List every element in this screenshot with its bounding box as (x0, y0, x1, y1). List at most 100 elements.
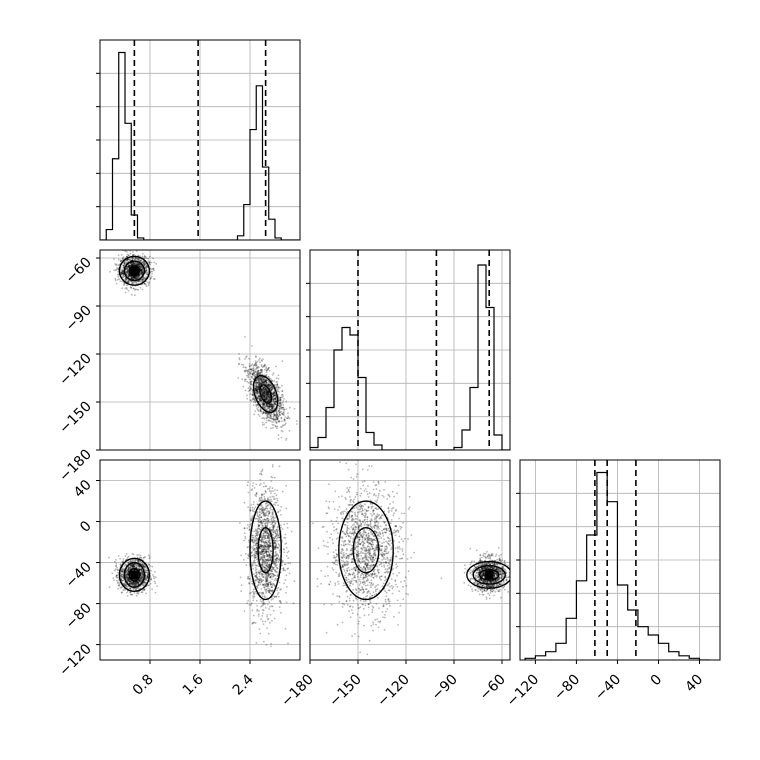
sample-point (275, 411, 278, 414)
sample-point (153, 269, 155, 272)
sample-point (134, 275, 137, 278)
sample-point (264, 525, 267, 527)
sample-point (259, 377, 261, 380)
sample-point (259, 558, 262, 560)
sample-point (131, 552, 134, 555)
sample-point (278, 544, 281, 547)
sample-point (129, 564, 132, 567)
sample-point (139, 266, 142, 268)
sample-point (121, 280, 123, 283)
sample-point (268, 386, 271, 389)
sample-point (279, 398, 281, 401)
sample-point (136, 556, 139, 559)
sample-point (268, 536, 271, 539)
sample-point (256, 381, 259, 384)
sample-point (274, 546, 277, 549)
sample-point (276, 587, 278, 590)
sample-point (267, 537, 269, 540)
sample-point (132, 262, 135, 264)
sample-point (266, 563, 268, 566)
sample-point (242, 558, 245, 561)
sample-point (268, 416, 270, 418)
sample-point (274, 564, 276, 567)
sample-point (267, 368, 269, 370)
sample-point (284, 563, 287, 566)
sample-point (118, 278, 120, 281)
sample-point (267, 407, 269, 409)
sample-point (135, 582, 138, 585)
sample-point (272, 516, 275, 519)
sample-point (264, 528, 267, 531)
sample-point (262, 506, 264, 509)
sample-point (260, 526, 263, 529)
sample-point (275, 553, 277, 556)
sample-point (143, 262, 146, 265)
sample-point (262, 556, 265, 559)
sample-point (116, 574, 118, 577)
sample-point (255, 393, 257, 395)
sample-point (259, 539, 262, 541)
sample-point (255, 576, 257, 579)
sample-point (255, 492, 258, 495)
sample-point (268, 400, 271, 402)
sample-point (257, 386, 260, 389)
sample-point (271, 513, 274, 516)
sample-point (259, 368, 262, 371)
sample-point (259, 508, 262, 510)
sample-point (260, 370, 263, 372)
sample-point (270, 389, 273, 392)
sample-point (270, 403, 272, 406)
sample-point (130, 581, 133, 584)
sample-point (250, 364, 253, 367)
sample-point (128, 266, 131, 269)
sample-point (265, 380, 267, 383)
sample-point (262, 391, 265, 393)
sample-point (133, 563, 136, 566)
sample-point (130, 275, 133, 278)
sample-point (144, 578, 147, 581)
sample-point (274, 523, 276, 526)
sample-point (268, 538, 271, 541)
sample-point (268, 573, 271, 576)
sample-point (277, 393, 280, 396)
sample-point (141, 578, 143, 581)
sample-point (255, 381, 257, 383)
sample-point (131, 263, 133, 266)
sample-point (255, 374, 258, 376)
sample-point (262, 508, 264, 511)
sample-point (267, 488, 269, 490)
sample-point (261, 381, 264, 384)
sample-point (131, 277, 134, 280)
sample-point (139, 260, 142, 262)
sample-point (246, 374, 248, 377)
sample-point (259, 376, 262, 379)
sample-point (261, 509, 263, 512)
sample-point (260, 389, 263, 391)
sample-point (127, 254, 130, 257)
sample-point (122, 264, 125, 267)
sample-point (136, 587, 139, 589)
sample-point (269, 406, 272, 408)
sample-point (280, 407, 283, 410)
sample-point (273, 392, 276, 394)
sample-point (260, 574, 263, 577)
sample-point (127, 579, 129, 582)
sample-point (278, 600, 281, 603)
sample-point (261, 545, 263, 547)
sample-point (268, 565, 270, 568)
sample-point (126, 251, 128, 253)
sample-point (257, 381, 260, 383)
sample-point (143, 264, 146, 266)
sample-point (274, 522, 276, 524)
sample-point (287, 557, 290, 560)
sample-point (146, 269, 148, 272)
sample-point (262, 544, 265, 547)
sample-point (135, 563, 138, 566)
sample-point (265, 396, 268, 398)
sample-point (262, 593, 265, 595)
sample-point (130, 275, 133, 278)
sample-point (126, 268, 128, 270)
sample-point (272, 537, 275, 540)
sample-point (258, 383, 260, 386)
sample-point (250, 376, 253, 378)
